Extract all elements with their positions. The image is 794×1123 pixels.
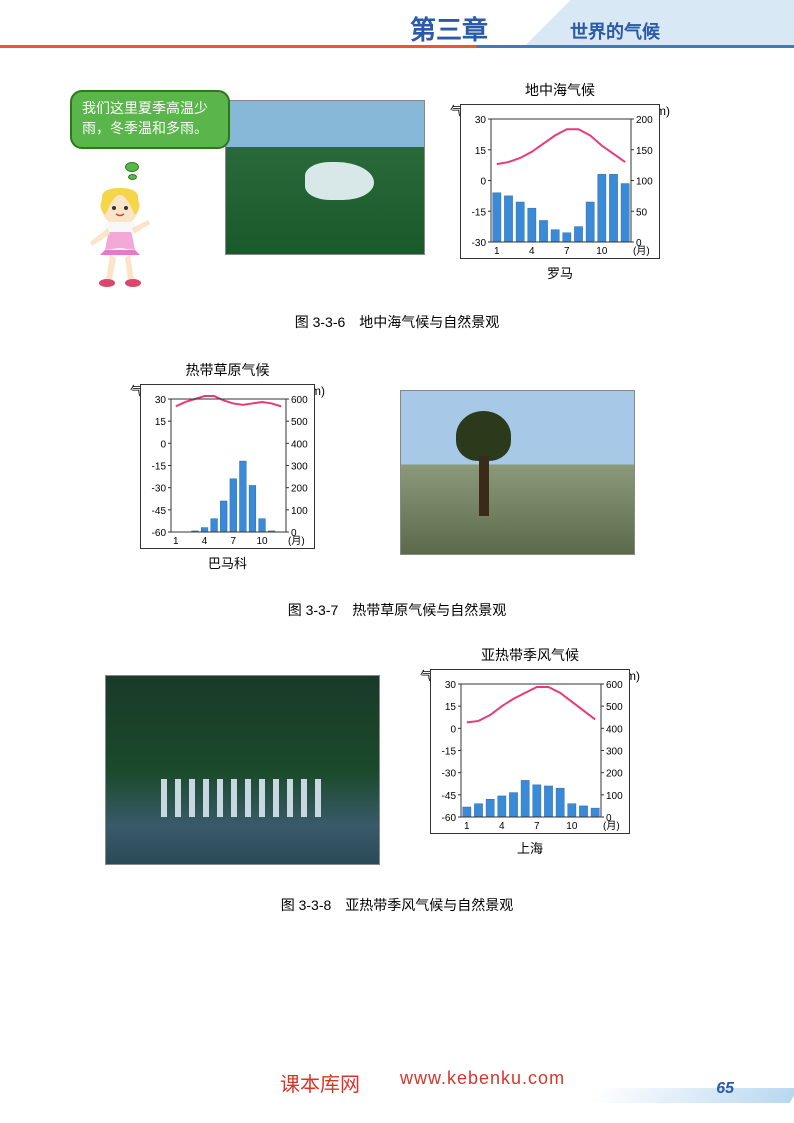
svg-text:1: 1 — [494, 246, 500, 257]
chart-savanna: 热带草原气候 气温 (℃) 降水量(mm) 30150-15-30-45-606… — [140, 360, 315, 572]
svg-text:-60: -60 — [152, 528, 167, 539]
svg-text:0: 0 — [160, 439, 166, 450]
svg-text:0: 0 — [450, 724, 456, 735]
footer-brand: 课本库网 — [280, 1068, 360, 1097]
svg-text:400: 400 — [606, 724, 623, 735]
chart-title: 亚热带季风气候 — [430, 645, 630, 665]
photo-savanna — [400, 390, 635, 560]
svg-text:10: 10 — [566, 821, 578, 832]
svg-text:600: 600 — [606, 680, 623, 691]
chart-canvas: 30150-15-3020015010050014710(月) — [460, 104, 660, 259]
svg-text:(月): (月) — [603, 820, 620, 832]
page-header: 第三章 世界的气候 — [0, 0, 794, 50]
svg-text:200: 200 — [606, 769, 623, 780]
svg-text:-15: -15 — [442, 747, 457, 758]
svg-text:200: 200 — [291, 484, 308, 495]
svg-text:10: 10 — [596, 246, 608, 257]
page-number: 65 — [716, 1080, 734, 1098]
svg-text:1: 1 — [173, 536, 179, 547]
chart-canvas: 30150-15-30-45-6060050040030020010001471… — [140, 384, 315, 549]
svg-text:-15: -15 — [472, 207, 487, 218]
chart-monsoon: 亚热带季风气候 气温 (℃) 降水量(mm) 30150-15-30-45-60… — [430, 645, 630, 857]
svg-text:300: 300 — [606, 747, 623, 758]
svg-text:100: 100 — [291, 506, 308, 517]
svg-text:1: 1 — [464, 821, 470, 832]
svg-text:400: 400 — [291, 439, 308, 450]
footer-decoration — [590, 1088, 794, 1103]
svg-text:4: 4 — [202, 536, 208, 547]
photo-waterfall — [105, 675, 380, 870]
svg-text:30: 30 — [155, 395, 167, 406]
svg-text:600: 600 — [291, 395, 308, 406]
svg-text:-30: -30 — [442, 769, 457, 780]
svg-text:100: 100 — [606, 791, 623, 802]
svg-text:500: 500 — [291, 417, 308, 428]
figure-caption: 图 3-3-7 热带草原气候与自然景观 — [70, 600, 724, 620]
header-rule — [0, 45, 794, 48]
svg-text:7: 7 — [534, 821, 540, 832]
page-footer: 课本库网 www.kebenku.com 65 — [0, 1068, 794, 1098]
svg-text:10: 10 — [256, 536, 268, 547]
svg-text:200: 200 — [636, 115, 653, 126]
svg-text:(月): (月) — [633, 245, 650, 257]
svg-text:300: 300 — [291, 462, 308, 473]
bubble-tail — [125, 162, 139, 180]
svg-text:-15: -15 — [152, 462, 167, 473]
section-mediterranean: 我们这里夏季高温少雨，冬季温和多雨。 — [70, 80, 724, 335]
svg-text:30: 30 — [475, 115, 487, 126]
svg-text:7: 7 — [231, 536, 237, 547]
speech-bubble: 我们这里夏季高温少雨，冬季温和多雨。 — [70, 90, 230, 149]
svg-text:7: 7 — [564, 246, 570, 257]
svg-text:-45: -45 — [152, 506, 167, 517]
svg-text:0: 0 — [480, 177, 486, 188]
city-label: 巴马科 — [140, 553, 315, 572]
svg-text:15: 15 — [475, 146, 487, 157]
chart-title: 地中海气候 — [460, 80, 660, 100]
cartoon-girl — [70, 180, 170, 300]
chart-canvas: 30150-15-30-45-6060050040030020010001471… — [430, 669, 630, 834]
svg-text:15: 15 — [445, 702, 457, 713]
svg-text:-30: -30 — [472, 238, 487, 249]
svg-text:500: 500 — [606, 702, 623, 713]
svg-text:50: 50 — [636, 207, 648, 218]
svg-text:4: 4 — [529, 246, 535, 257]
city-label: 罗马 — [460, 263, 660, 282]
svg-text:30: 30 — [445, 680, 457, 691]
svg-text:150: 150 — [636, 146, 653, 157]
photo-coast — [225, 100, 425, 260]
chart-mediterranean: 地中海气候 气温 (℃) 降水量(mm) 30150-15-3020015010… — [460, 80, 660, 282]
svg-text:100: 100 — [636, 177, 653, 188]
figure-caption: 图 3-3-8 亚热带季风气候与自然景观 — [70, 895, 724, 915]
svg-text:-60: -60 — [442, 813, 457, 824]
svg-text:-45: -45 — [442, 791, 457, 802]
svg-text:(月): (月) — [288, 535, 305, 547]
svg-text:-30: -30 — [152, 484, 167, 495]
section-savanna: 热带草原气候 气温 (℃) 降水量(mm) 30150-15-30-45-606… — [70, 360, 724, 620]
city-label: 上海 — [430, 838, 630, 857]
chapter-subtitle: 世界的气候 — [570, 18, 660, 44]
chart-title: 热带草原气候 — [140, 360, 315, 380]
svg-text:4: 4 — [499, 821, 505, 832]
page-content: 我们这里夏季高温少雨，冬季温和多雨。 — [0, 50, 794, 915]
footer-url: www.kebenku.com — [400, 1068, 565, 1089]
section-monsoon: 亚热带季风气候 气温 (℃) 降水量(mm) 30150-15-30-45-60… — [70, 645, 724, 915]
figure-caption: 图 3-3-6 地中海气候与自然景观 — [70, 312, 724, 332]
svg-text:15: 15 — [155, 417, 167, 428]
chapter-title: 第三章 — [410, 10, 488, 47]
